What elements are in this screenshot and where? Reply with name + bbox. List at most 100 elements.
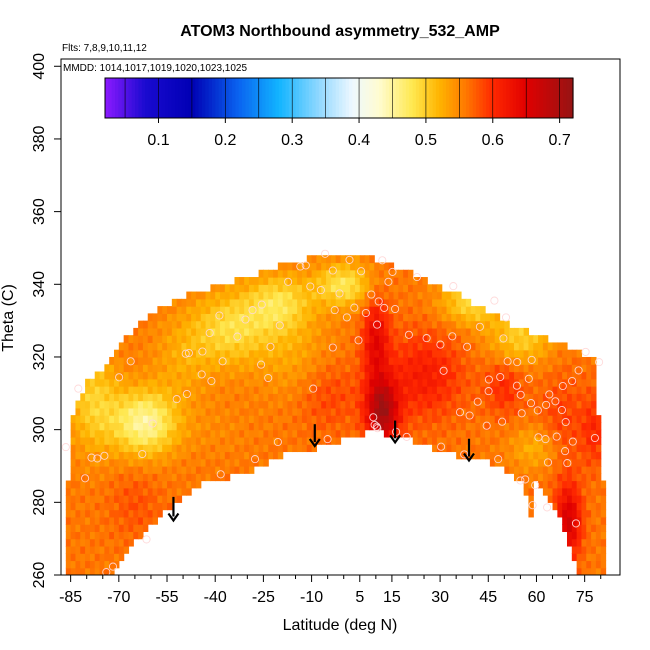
heatmap-cell — [287, 444, 293, 453]
heatmap-cell — [388, 313, 395, 322]
heatmap-cell — [75, 429, 81, 438]
heatmap-cell — [350, 291, 356, 300]
heatmap-cell — [292, 327, 298, 336]
heatmap-cell — [94, 400, 101, 409]
heatmap-cell — [89, 415, 96, 423]
heatmap-cell — [282, 356, 289, 365]
heatmap-cell — [330, 349, 337, 358]
heatmap-cell — [432, 342, 438, 351]
heatmap-cell — [542, 386, 549, 394]
heatmap-cell — [191, 422, 197, 431]
heatmap-cell — [128, 422, 134, 431]
heatmap-cell — [340, 269, 346, 278]
heatmap-cell — [326, 393, 332, 402]
observation-point — [499, 334, 508, 343]
observation-point — [357, 267, 366, 276]
heatmap-cell — [446, 327, 452, 336]
heatmap-cell — [70, 458, 77, 467]
heatmap-cell — [422, 422, 428, 431]
heatmap-cell — [412, 422, 419, 431]
heatmap-cell — [369, 255, 375, 264]
heatmap-cell — [509, 349, 515, 358]
observation-point — [74, 384, 83, 393]
heatmap-cell — [407, 386, 414, 394]
heatmap-cell — [70, 429, 77, 438]
heatmap-cell — [171, 429, 178, 438]
heatmap-cell — [162, 378, 168, 387]
heatmap-cell — [292, 277, 298, 285]
heatmap-cell — [229, 458, 236, 467]
heatmap-cell — [504, 349, 510, 358]
heatmap-cell — [186, 335, 192, 344]
heatmap-cell — [205, 458, 211, 467]
heatmap-cell — [412, 364, 419, 373]
heatmap-cell — [528, 393, 534, 402]
heatmap-cell — [162, 495, 168, 503]
heatmap-cell — [591, 524, 597, 532]
heatmap-cell — [277, 393, 284, 402]
heatmap-cell — [576, 393, 583, 402]
heatmap-cell — [89, 451, 96, 460]
heatmap-cell — [340, 277, 346, 285]
heatmap-cell — [277, 407, 284, 416]
heatmap-cell — [571, 415, 578, 423]
heatmap-cell — [244, 407, 250, 416]
heatmap-cell — [205, 291, 211, 300]
heatmap-cell — [176, 429, 183, 438]
heatmap-cell — [176, 407, 183, 416]
heatmap-cell — [379, 415, 385, 423]
heatmap-cell — [292, 284, 298, 293]
heatmap-cell — [215, 386, 221, 394]
heatmap-cell — [576, 386, 583, 394]
heatmap-cell — [118, 386, 125, 394]
observation-point — [275, 321, 284, 330]
heatmap-cell — [432, 335, 438, 344]
heatmap-cell — [538, 356, 544, 365]
heatmap-cell — [465, 378, 472, 387]
heatmap-cell — [176, 378, 183, 387]
heatmap-cell — [542, 429, 549, 438]
heatmap-cell — [600, 487, 607, 496]
heatmap-cell — [576, 487, 583, 496]
heatmap-cell — [152, 327, 158, 336]
heatmap-cell — [398, 313, 404, 322]
heatmap-cell — [403, 371, 409, 380]
heatmap-cell — [480, 349, 486, 358]
heatmap-cell — [538, 415, 544, 423]
colorbar-swatch — [255, 78, 260, 118]
heatmap-cell — [489, 364, 496, 373]
heatmap-cell — [311, 284, 318, 293]
observation-point — [81, 474, 90, 483]
heatmap-cell — [591, 393, 597, 402]
heatmap-cell — [147, 400, 154, 409]
heatmap-cell — [595, 458, 602, 467]
heatmap-cell — [234, 458, 240, 467]
heatmap-cell — [94, 393, 101, 402]
heatmap-cell — [321, 255, 327, 264]
heatmap-cell — [229, 349, 236, 358]
colorbar-swatch — [238, 78, 243, 118]
heatmap-cell — [162, 436, 168, 445]
heatmap-cell — [239, 407, 245, 416]
heatmap-cell — [244, 284, 250, 293]
heatmap-cell — [485, 349, 491, 358]
heatmap-cell — [118, 553, 125, 562]
heatmap-cell — [306, 356, 313, 365]
heatmap-cell — [388, 291, 395, 300]
heatmap-cell — [432, 364, 438, 373]
heatmap-cell — [600, 524, 607, 532]
heatmap-cell — [273, 313, 279, 322]
heatmap-cell — [224, 356, 231, 365]
heatmap-cell — [441, 393, 448, 402]
heatmap-cell — [489, 436, 496, 445]
heatmap-cell — [436, 378, 443, 387]
heatmap-cell — [94, 567, 101, 575]
heatmap-cell — [138, 378, 144, 387]
heatmap-cell — [292, 306, 298, 314]
heatmap-cell — [89, 393, 96, 402]
heatmap-cell — [167, 320, 173, 329]
heatmap-cell — [456, 298, 462, 307]
heatmap-cell — [273, 386, 279, 394]
heatmap-cell — [292, 415, 298, 423]
heatmap-cell — [494, 400, 501, 409]
